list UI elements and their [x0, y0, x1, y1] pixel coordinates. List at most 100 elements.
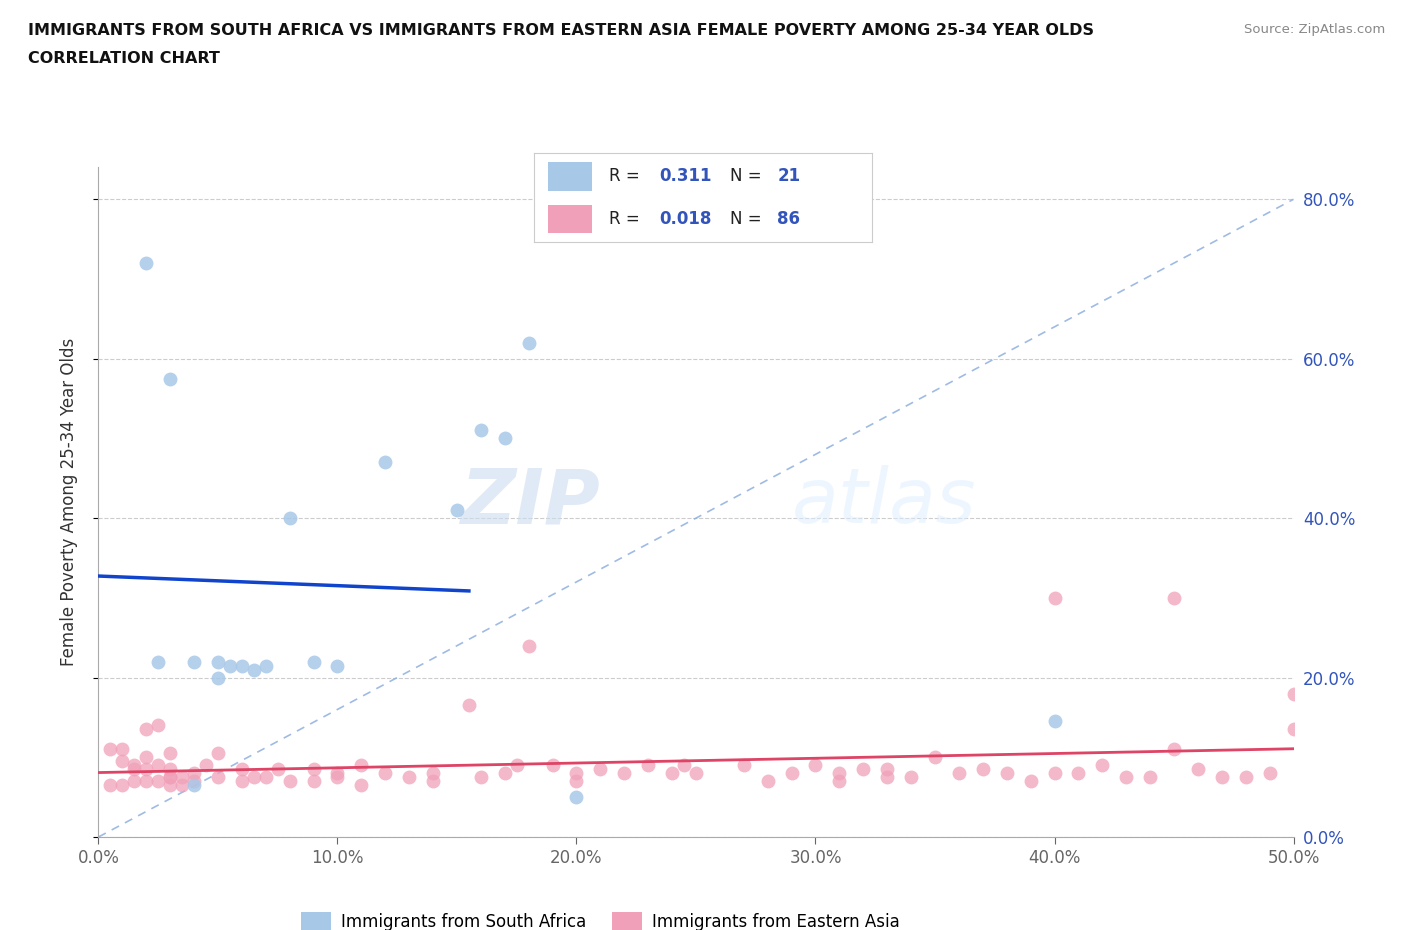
- Point: [124, 762, 146, 777]
- FancyBboxPatch shape: [548, 205, 592, 233]
- Text: R =: R =: [609, 210, 640, 228]
- Point: [231, 658, 253, 673]
- Point: [1187, 762, 1209, 777]
- Point: [111, 742, 134, 757]
- Point: [326, 770, 349, 785]
- Point: [1091, 758, 1114, 773]
- Point: [1139, 770, 1161, 785]
- Point: [207, 770, 229, 785]
- Point: [876, 770, 898, 785]
- Point: [900, 770, 922, 785]
- Point: [1019, 774, 1042, 789]
- Point: [494, 765, 516, 780]
- FancyBboxPatch shape: [548, 163, 592, 191]
- Point: [159, 746, 181, 761]
- Point: [111, 777, 134, 792]
- Point: [98, 777, 122, 792]
- Point: [124, 774, 146, 789]
- Point: [494, 431, 516, 445]
- Point: [302, 762, 325, 777]
- Point: [159, 770, 181, 785]
- Point: [135, 722, 157, 737]
- Point: [183, 765, 205, 780]
- Point: [565, 765, 588, 780]
- Text: 0.311: 0.311: [659, 167, 711, 185]
- Point: [876, 762, 898, 777]
- Point: [1043, 765, 1066, 780]
- Point: [661, 765, 683, 780]
- Text: 86: 86: [778, 210, 800, 228]
- Point: [302, 774, 325, 789]
- Point: [541, 758, 564, 773]
- Point: [135, 256, 157, 271]
- Point: [148, 654, 170, 669]
- Point: [756, 774, 779, 789]
- Point: [506, 758, 529, 773]
- Point: [194, 758, 218, 773]
- Point: [207, 746, 229, 761]
- Point: [828, 774, 851, 789]
- Point: [267, 762, 290, 777]
- Point: [231, 762, 253, 777]
- Point: [231, 774, 253, 789]
- Point: [278, 511, 301, 525]
- Point: [517, 336, 540, 351]
- Point: [350, 758, 373, 773]
- Point: [374, 765, 396, 780]
- Point: [517, 638, 540, 653]
- Point: [148, 774, 170, 789]
- Point: [254, 770, 277, 785]
- Point: [1115, 770, 1137, 785]
- Point: [254, 658, 277, 673]
- Point: [172, 777, 194, 792]
- Point: [159, 777, 181, 792]
- Point: [673, 758, 696, 773]
- Point: [124, 758, 146, 773]
- Point: [948, 765, 970, 780]
- Point: [1211, 770, 1233, 785]
- Point: [613, 765, 636, 780]
- Point: [159, 770, 181, 785]
- Point: [135, 750, 157, 764]
- Point: [183, 777, 205, 792]
- Point: [637, 758, 659, 773]
- Text: ZIP: ZIP: [461, 465, 600, 539]
- Point: [302, 654, 325, 669]
- Point: [470, 423, 492, 438]
- Point: [326, 658, 349, 673]
- Point: [207, 671, 229, 685]
- Point: [1234, 770, 1257, 785]
- Point: [1282, 722, 1305, 737]
- Point: [183, 654, 205, 669]
- Point: [159, 762, 181, 777]
- Point: [685, 765, 707, 780]
- Point: [1258, 765, 1281, 780]
- Point: [589, 762, 612, 777]
- Point: [972, 762, 994, 777]
- Point: [159, 371, 181, 386]
- Point: [172, 770, 194, 785]
- Text: IMMIGRANTS FROM SOUTH AFRICA VS IMMIGRANTS FROM EASTERN ASIA FEMALE POVERTY AMON: IMMIGRANTS FROM SOUTH AFRICA VS IMMIGRAN…: [28, 23, 1094, 38]
- Legend: Immigrants from South Africa, Immigrants from Eastern Asia: Immigrants from South Africa, Immigrants…: [295, 906, 905, 930]
- Point: [422, 774, 444, 789]
- Point: [1043, 591, 1066, 605]
- Point: [148, 718, 170, 733]
- Text: 0.018: 0.018: [659, 210, 711, 228]
- Point: [446, 503, 468, 518]
- Point: [278, 774, 301, 789]
- Point: [804, 758, 827, 773]
- Point: [148, 758, 170, 773]
- Point: [135, 774, 157, 789]
- Point: [852, 762, 875, 777]
- Point: [219, 658, 242, 673]
- Point: [1067, 765, 1090, 780]
- Point: [828, 765, 851, 780]
- Point: [565, 774, 588, 789]
- Point: [1163, 591, 1185, 605]
- Point: [243, 770, 266, 785]
- Point: [398, 770, 420, 785]
- Text: N =: N =: [730, 210, 762, 228]
- Point: [207, 654, 229, 669]
- Point: [111, 754, 134, 769]
- Point: [1163, 742, 1185, 757]
